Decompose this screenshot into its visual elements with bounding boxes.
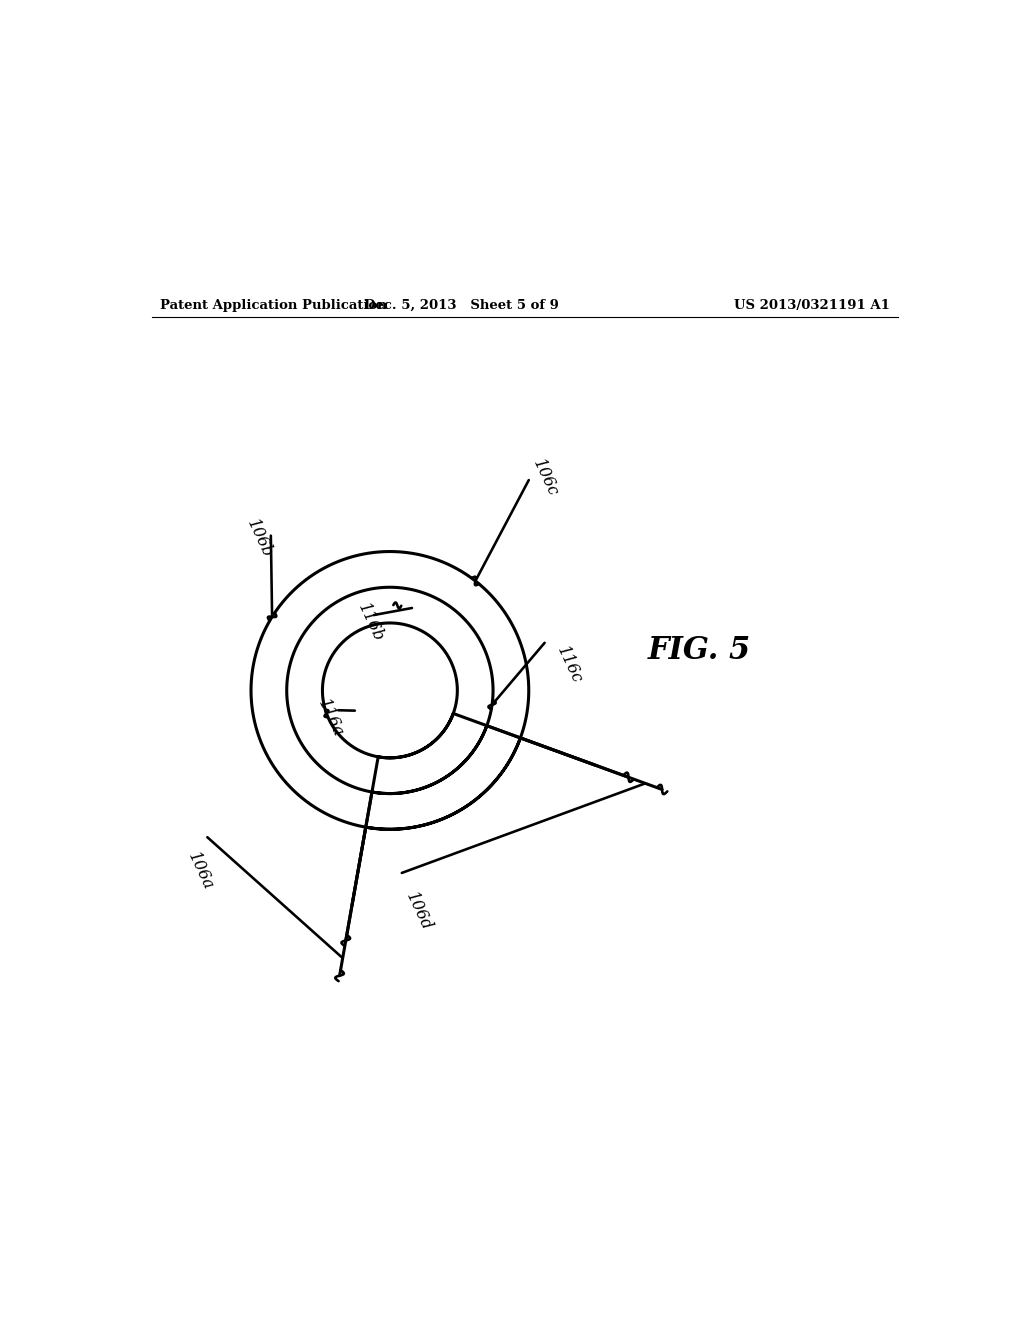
Text: 106c: 106c <box>529 457 561 499</box>
Text: 116c: 116c <box>553 643 585 686</box>
Text: 106d: 106d <box>402 890 434 933</box>
Text: 116b: 116b <box>353 601 386 645</box>
Text: Dec. 5, 2013   Sheet 5 of 9: Dec. 5, 2013 Sheet 5 of 9 <box>364 300 559 312</box>
Text: 116a: 116a <box>314 697 346 739</box>
Text: 106a: 106a <box>183 850 216 892</box>
Text: Patent Application Publication: Patent Application Publication <box>160 300 386 312</box>
Text: FIG. 5: FIG. 5 <box>648 635 751 667</box>
Text: US 2013/0321191 A1: US 2013/0321191 A1 <box>734 300 890 312</box>
Text: 106b: 106b <box>244 516 275 560</box>
